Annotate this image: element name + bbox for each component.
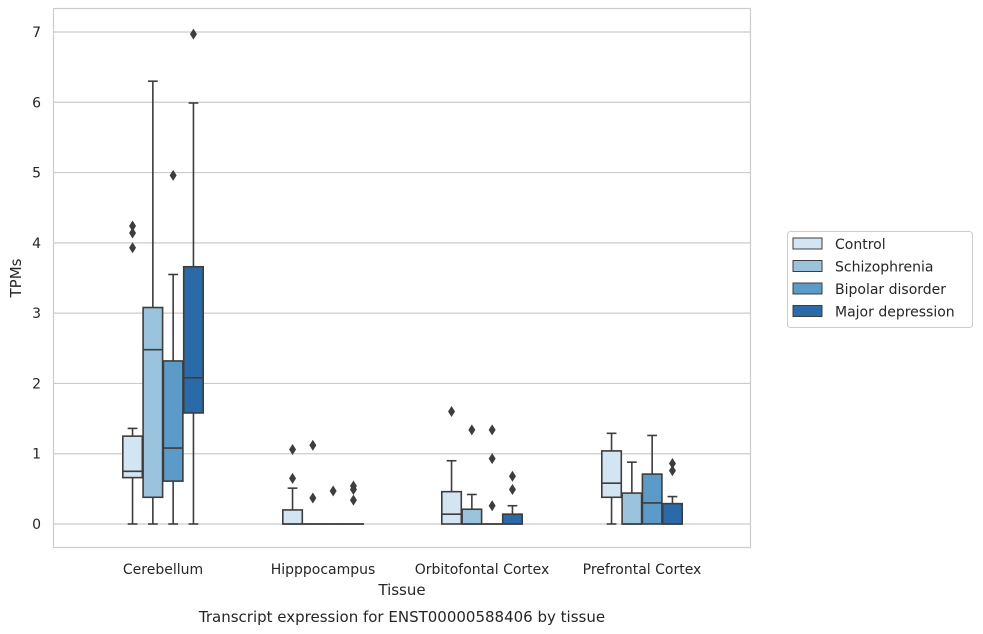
legend-label: Major depression: [835, 305, 955, 321]
legend-swatch: [792, 282, 823, 295]
outlier-point: [668, 458, 676, 470]
y-axis-label: TPMs: [7, 258, 25, 298]
legend-swatch: [792, 260, 823, 272]
x-axis-label: Tissue: [377, 581, 425, 599]
box-iqr: [621, 492, 643, 525]
outlier-point: [289, 472, 297, 484]
box-iqr: [461, 508, 483, 525]
box-iqr: [122, 435, 144, 479]
box-iqr: [142, 306, 164, 499]
y-tick-label: 7: [32, 25, 41, 41]
y-tick-label: 5: [32, 166, 41, 182]
plot-frame: [52, 7, 752, 549]
outlier-point: [448, 406, 456, 418]
legend-label: Bipolar disorder: [835, 282, 946, 298]
legend-swatch: [792, 237, 823, 250]
y-tick-label: 1: [32, 447, 41, 463]
x-tick-label: Hipppocampus: [271, 562, 376, 578]
legend-box: [787, 231, 973, 328]
outlier-point: [329, 485, 337, 497]
legend-swatch: [792, 305, 823, 317]
legend-label: Schizophrenia: [835, 260, 933, 276]
outlier-point: [488, 500, 496, 512]
outlier-point: [129, 227, 137, 239]
outlier-point: [488, 453, 496, 465]
chart-caption: Transcript expression for ENST0000058840…: [198, 608, 605, 626]
box-iqr: [162, 360, 184, 482]
y-tick-label: 3: [32, 306, 41, 322]
legend: Control Schizophrenia Bipolar disorder Majo…: [787, 231, 973, 328]
box-iqr: [661, 502, 684, 525]
box-iqr: [281, 509, 304, 525]
y-tick-label: 4: [32, 236, 41, 252]
outlier-point: [349, 494, 357, 506]
box-iqr: [182, 265, 204, 414]
outlier-point: [129, 220, 137, 232]
box-iqr: [501, 513, 524, 525]
box-iqr: [440, 490, 463, 525]
outlier-point: [508, 484, 516, 496]
legend-label: Control: [835, 237, 886, 253]
x-tick-label: Orbitofontal Cortex: [415, 562, 550, 578]
outlier-point: [169, 169, 177, 181]
box-iqr: [641, 473, 663, 525]
outlier-point: [349, 480, 357, 492]
y-tick-label: 6: [32, 95, 41, 111]
outlier-point: [309, 492, 317, 504]
x-tick-label: Prefrontal Cortex: [583, 562, 702, 578]
outlier-point: [189, 28, 197, 40]
outlier-point: [289, 443, 297, 455]
x-tick-labels: Cerebellum Hipppocampus Orbitofontal Corte…: [123, 562, 701, 578]
outlier-point: [488, 424, 496, 436]
outlier-point: [309, 439, 317, 451]
outlier-point: [468, 424, 476, 436]
box-iqr: [600, 450, 623, 499]
outlier-point: [668, 465, 676, 477]
plot-boxes: [122, 28, 684, 525]
outlier-point: [129, 242, 137, 254]
y-tick-labels: 0 1 2 3 4 5 6 7: [32, 25, 41, 533]
y-tick-label: 0: [32, 517, 41, 533]
outlier-point: [508, 470, 516, 482]
y-tick-label: 2: [32, 376, 41, 392]
x-tick-label: Cerebellum: [123, 562, 203, 578]
